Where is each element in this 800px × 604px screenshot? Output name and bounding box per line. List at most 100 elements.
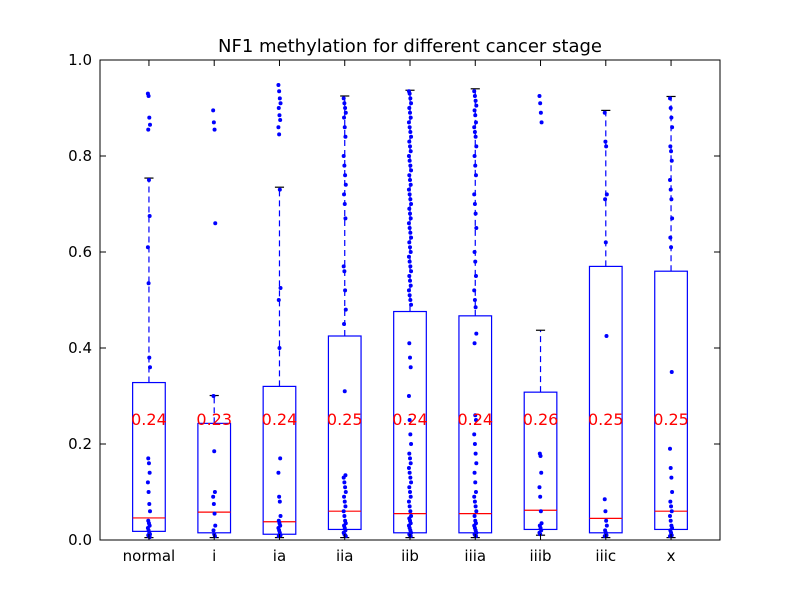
- data-point: [409, 302, 414, 307]
- data-point: [474, 103, 479, 108]
- x-tick-label: ia: [273, 547, 286, 565]
- data-point: [670, 490, 675, 494]
- data-point: [212, 449, 217, 454]
- data-point: [147, 535, 152, 540]
- data-point: [408, 494, 413, 499]
- data-point: [408, 365, 413, 370]
- data-point: [538, 509, 543, 514]
- data-point: [472, 432, 477, 437]
- data-point: [408, 461, 413, 466]
- data-point: [472, 154, 477, 158]
- data-point: [409, 442, 414, 446]
- mean-label: 0.26: [523, 410, 559, 429]
- box-normal: 0.24: [131, 91, 167, 540]
- data-point: [277, 132, 282, 137]
- data-point: [407, 485, 412, 490]
- data-point: [343, 485, 348, 490]
- data-point: [276, 125, 281, 130]
- data-point: [408, 432, 413, 437]
- data-point: [341, 264, 346, 269]
- data-point: [668, 96, 673, 101]
- data-point: [668, 514, 673, 518]
- data-point: [408, 130, 413, 134]
- data-point: [147, 502, 152, 506]
- data-point: [211, 108, 216, 113]
- data-point: [408, 96, 413, 101]
- data-point: [472, 442, 477, 446]
- data-point: [278, 456, 283, 461]
- data-point: [278, 286, 283, 290]
- data-point: [669, 245, 674, 250]
- data-point: [342, 115, 347, 120]
- data-point: [472, 341, 477, 346]
- data-point: [406, 221, 411, 226]
- data-point: [603, 509, 608, 514]
- box-iiib: 0.26: [523, 94, 559, 537]
- data-point: [472, 202, 477, 206]
- data-point: [473, 490, 478, 494]
- data-point: [408, 245, 412, 250]
- data-point: [603, 197, 608, 202]
- data-point: [343, 307, 348, 312]
- data-point: [213, 221, 218, 226]
- data-point: [341, 475, 346, 480]
- data-point: [407, 106, 412, 110]
- x-tick-label: i: [212, 547, 216, 565]
- data-point: [406, 466, 411, 470]
- data-point: [342, 389, 347, 394]
- data-point: [602, 110, 607, 115]
- data-point: [407, 173, 412, 178]
- data-point: [473, 120, 478, 125]
- data-point: [343, 134, 348, 139]
- data-point: [146, 127, 151, 132]
- data-point: [473, 211, 478, 216]
- data-point: [604, 144, 609, 149]
- data-point: [668, 499, 673, 504]
- x-tick-label: normal: [123, 547, 176, 565]
- data-point: [211, 528, 216, 533]
- data-point: [407, 341, 412, 346]
- data-point: [472, 298, 477, 302]
- data-point: [409, 134, 414, 139]
- data-point: [146, 490, 151, 494]
- data-point: [409, 202, 414, 206]
- data-point: [408, 163, 413, 168]
- mean-label: 0.25: [653, 410, 689, 429]
- data-point: [669, 149, 674, 154]
- x-tick-label: iiic: [595, 547, 616, 565]
- data-point: [407, 158, 412, 163]
- data-point: [669, 509, 674, 514]
- data-point: [472, 108, 477, 113]
- data-point: [341, 509, 346, 514]
- data-point: [538, 494, 543, 499]
- data-point: [473, 113, 478, 118]
- data-point: [277, 187, 282, 192]
- data-point: [473, 173, 478, 178]
- data-point: [276, 534, 281, 539]
- data-point: [409, 269, 414, 274]
- data-point: [342, 269, 347, 274]
- data-point: [146, 178, 151, 182]
- data-point: [669, 475, 674, 480]
- data-point: [342, 514, 347, 518]
- data-point: [147, 355, 152, 360]
- data-point: [603, 240, 608, 245]
- data-point: [407, 293, 412, 298]
- data-point: [408, 278, 412, 283]
- data-point: [212, 534, 217, 539]
- data-point: [343, 182, 348, 187]
- x-tick-label: iia: [336, 547, 354, 565]
- data-point: [145, 480, 150, 485]
- data-point: [407, 470, 412, 475]
- data-point: [342, 499, 347, 504]
- data-point: [473, 134, 478, 139]
- data-point: [341, 154, 346, 158]
- data-point: [604, 518, 609, 523]
- mean-label: 0.25: [588, 410, 624, 429]
- data-point: [146, 281, 151, 286]
- data-point: [473, 259, 478, 264]
- data-point: [408, 149, 413, 154]
- mean-label: 0.24: [131, 410, 167, 429]
